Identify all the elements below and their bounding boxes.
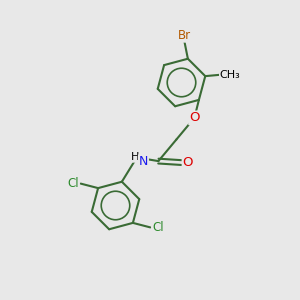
Text: Cl: Cl	[152, 221, 164, 234]
Text: Br: Br	[178, 29, 191, 42]
Text: H: H	[131, 152, 140, 162]
Text: CH₃: CH₃	[220, 70, 241, 80]
Text: Cl: Cl	[68, 177, 79, 190]
Text: N: N	[139, 155, 148, 168]
Text: O: O	[182, 156, 193, 169]
Text: O: O	[189, 111, 200, 124]
